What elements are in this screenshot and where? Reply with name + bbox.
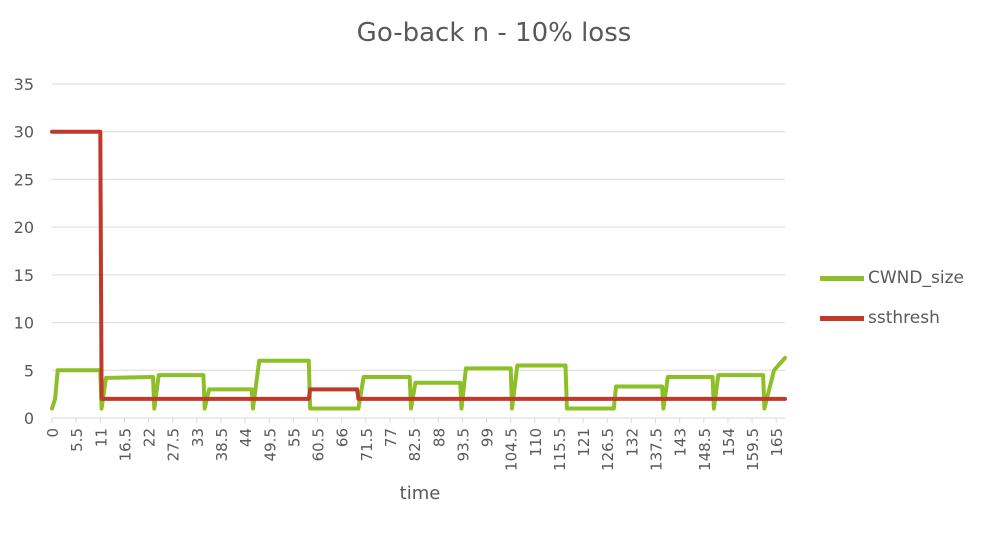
legend-item-cwnd: CWND_size [820,266,964,290]
x-tick-label: 143 [672,428,690,457]
y-tick-label: 30 [14,123,34,142]
x-tick-label: 11 [92,428,110,447]
x-tick-label: 126.5 [599,428,617,471]
x-axis-label: time [399,483,441,504]
series-line-cwnd-size [50,355,787,411]
x-tick-label: 55 [285,428,303,447]
x-tick-label: 159.5 [744,428,762,471]
x-tick-label: 115.5 [551,428,569,471]
y-tick-label: 10 [14,314,34,333]
x-tick-label: 77 [382,428,400,447]
y-tick-label: 0 [24,409,34,428]
y-tick-label: 20 [14,218,34,237]
x-tick-label: 5.5 [68,428,86,452]
x-tick-label: 82.5 [406,428,424,461]
y-tick-label: 25 [14,170,34,189]
x-tick-label: 121 [575,428,593,457]
x-tick-label: 66 [334,428,352,447]
y-tick-label: 5 [24,361,34,380]
legend-item-ssthresh: ssthresh [820,306,964,330]
y-tick-label: 15 [14,266,34,285]
x-tick-label: 22 [141,428,159,447]
legend-label-ssthresh: ssthresh [868,308,940,328]
legend-swatch-cwnd [820,275,864,281]
x-tick-label: 93.5 [454,428,472,461]
x-tick-label: 33 [189,428,207,447]
x-tick-label: 99 [479,428,497,447]
y-tick-label: 35 [14,75,34,94]
x-tick-label: 154 [720,428,738,457]
x-tick-label: 38.5 [213,428,231,461]
x-tick-label: 104.5 [503,428,521,471]
series-line-ssthresh [50,129,787,401]
x-tick-label: 49.5 [261,428,279,461]
x-tick-label: 137.5 [648,428,666,471]
x-tick-label: 0 [44,428,62,438]
legend: CWND_size ssthresh [820,266,964,346]
x-tick-label: 88 [430,428,448,447]
x-tick-label: 110 [527,428,545,457]
x-tick-label: 148.5 [696,428,714,471]
x-tick-label: 27.5 [165,428,183,461]
legend-swatch-ssthresh [820,315,864,321]
x-tick-label: 132 [623,428,641,457]
legend-label-cwnd: CWND_size [868,268,964,288]
x-tick-label: 44 [237,428,255,447]
x-tick-label: 16.5 [116,428,134,461]
x-tick-label: 165 [768,428,786,457]
chart-title: Go-back n - 10% loss [356,18,632,48]
x-tick-label: 60.5 [310,428,328,461]
x-tick-label: 71.5 [358,428,376,461]
